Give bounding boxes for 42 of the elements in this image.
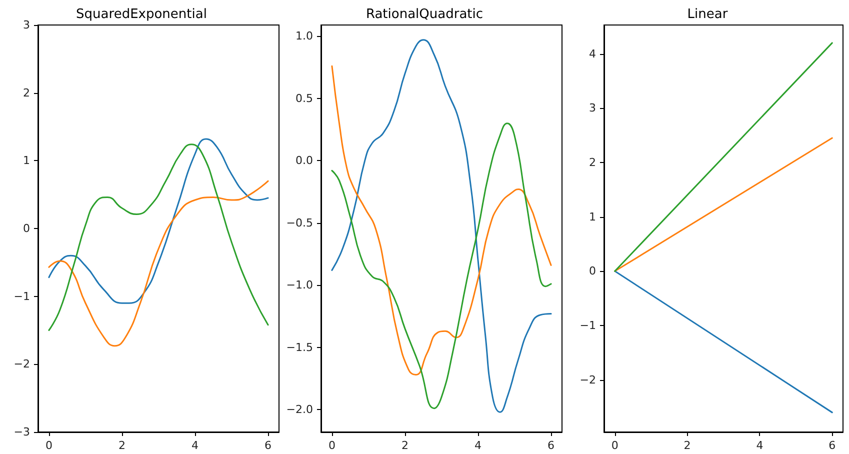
line-series	[331, 122, 552, 410]
y-tick-label: 3	[23, 18, 30, 32]
y-tick-label: 0	[589, 264, 596, 278]
y-tick-label: 0.5	[296, 92, 313, 105]
y-tick-label: 0	[23, 222, 30, 235]
x-tick-label: 0	[328, 439, 336, 452]
y-tick-label: 1	[23, 154, 30, 168]
y-tick-label: 0.0	[296, 154, 313, 168]
x-tick-label: 6	[548, 439, 555, 452]
y-tick-label: 3	[589, 102, 596, 115]
y-tick-label: 4	[589, 47, 596, 60]
y-tick-label: −1.5	[286, 340, 313, 354]
y-tick-label: −1.0	[286, 278, 313, 292]
y-tick-label: 1	[589, 210, 596, 224]
y-tick-label: 1.0	[296, 30, 313, 43]
line-series	[331, 39, 552, 413]
y-tick-label: 2	[589, 156, 596, 169]
line-series	[331, 65, 552, 376]
x-tick-label: 2	[684, 439, 691, 452]
chart-title: Linear	[687, 7, 728, 22]
x-tick-label: 4	[756, 439, 764, 452]
x-tick-label: 0	[611, 439, 618, 452]
chart-title: RationalQuadratic	[366, 7, 484, 22]
y-tick-label: −2	[14, 358, 30, 371]
x-tick-label: 6	[264, 439, 272, 452]
x-tick-label: 2	[118, 439, 126, 452]
y-tick-label: 2	[23, 86, 30, 100]
y-tick-label: −2.0	[286, 403, 313, 416]
line-series	[48, 180, 269, 347]
y-tick-label: −0.5	[286, 216, 313, 230]
y-tick-label: −1	[580, 318, 596, 332]
x-tick-label: 0	[45, 439, 52, 452]
x-tick-label: 2	[401, 439, 408, 452]
line-series	[48, 144, 269, 331]
x-tick-label: 6	[828, 439, 836, 452]
chart-title: SquaredExponential	[76, 7, 207, 22]
y-tick-label: −1	[14, 290, 30, 303]
x-tick-label: 4	[474, 439, 482, 452]
line-series	[48, 138, 269, 304]
x-tick-label: 4	[192, 439, 199, 452]
y-tick-label: −3	[14, 426, 30, 438]
y-tick-label: −2	[580, 373, 596, 386]
